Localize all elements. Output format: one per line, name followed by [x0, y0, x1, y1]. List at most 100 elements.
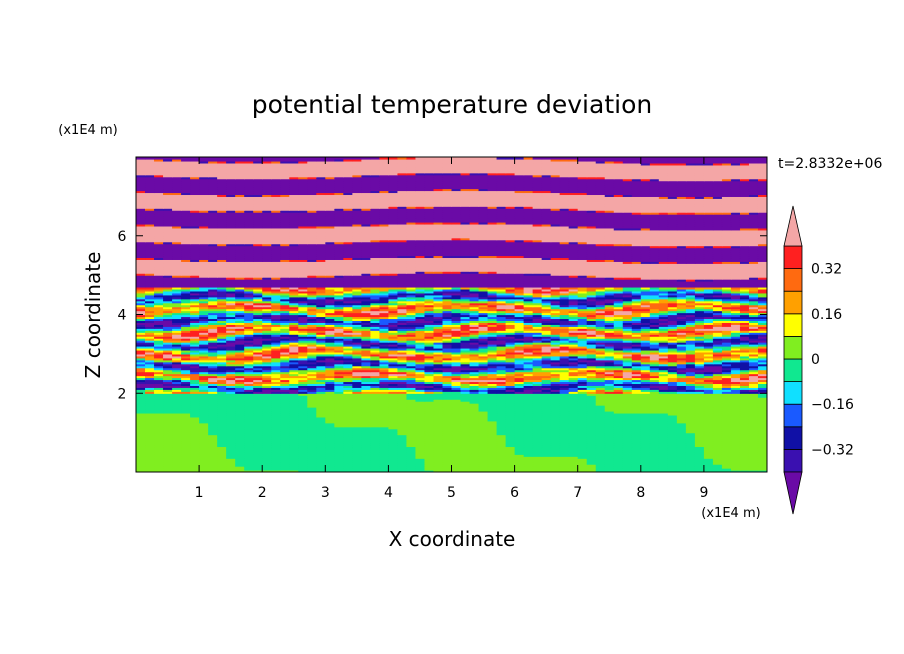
heatmap-cell — [568, 373, 579, 377]
heatmap-cell — [622, 334, 633, 337]
heatmap-cell — [613, 344, 624, 347]
heatmap-cell — [487, 416, 498, 420]
heatmap-cell — [640, 470, 651, 472]
heatmap-cell — [163, 414, 173, 418]
heatmap-cell — [289, 446, 299, 449]
heatmap-cell — [712, 448, 723, 451]
heatmap-cell — [208, 375, 218, 379]
heatmap-cell — [523, 422, 534, 426]
heatmap-cell — [541, 393, 552, 396]
heatmap-cell — [217, 351, 227, 355]
heatmap-cell — [703, 432, 714, 436]
heatmap-cell — [532, 405, 543, 408]
heatmap-cell — [199, 462, 209, 465]
heatmap-cell — [370, 387, 380, 390]
heatmap-cell — [208, 436, 218, 440]
heatmap-cell — [325, 450, 335, 453]
heatmap-cell — [253, 340, 263, 343]
heatmap-cell — [676, 430, 687, 434]
heatmap-cell — [586, 373, 597, 377]
heatmap-cell — [460, 346, 471, 349]
heatmap-cell — [559, 422, 570, 426]
heatmap-cell — [244, 393, 254, 396]
heatmap-cell — [667, 416, 678, 420]
heatmap-cell — [712, 432, 723, 436]
heatmap-cell — [667, 397, 678, 400]
heatmap-cell — [370, 377, 380, 381]
heatmap-cell — [703, 385, 714, 388]
heatmap-cell — [262, 470, 272, 472]
heatmap-cell — [262, 409, 272, 412]
heatmap-cell — [415, 418, 426, 422]
heatmap-cell — [397, 373, 408, 377]
heatmap-cell — [262, 452, 272, 455]
heatmap-cell — [667, 436, 678, 440]
heatmap-cell — [586, 347, 597, 351]
heatmap-cell — [334, 410, 344, 414]
heatmap-cell — [631, 409, 642, 412]
heatmap-cell — [370, 344, 380, 347]
heatmap-cell — [154, 332, 164, 335]
heatmap-cell — [541, 416, 552, 420]
heatmap-cell — [685, 399, 696, 402]
heatmap-cell — [262, 434, 272, 438]
heatmap-cell — [361, 369, 371, 373]
heatmap-cell — [550, 420, 561, 424]
heatmap-cell — [433, 416, 444, 420]
heatmap-cell — [451, 456, 462, 459]
heatmap-cell — [406, 387, 417, 390]
heatmap-cell — [586, 434, 597, 438]
heatmap-cell — [154, 426, 164, 430]
heatmap-cell — [496, 381, 507, 385]
heatmap-cell — [352, 385, 362, 388]
heatmap-cell — [694, 359, 705, 363]
heatmap-cell — [748, 416, 759, 420]
heatmap-cell — [757, 456, 767, 459]
heatmap-cell — [748, 466, 759, 469]
heatmap-cell — [226, 464, 236, 467]
heatmap-cell — [523, 340, 534, 343]
heatmap-cell — [352, 387, 362, 390]
heatmap-cell — [514, 391, 525, 394]
heatmap-cell — [190, 385, 200, 388]
heatmap-cell — [469, 462, 480, 465]
heatmap-cell — [199, 399, 209, 402]
heatmap-cell — [658, 334, 669, 337]
heatmap-cell — [640, 357, 651, 361]
heatmap-cell — [586, 332, 597, 335]
heatmap-cell — [199, 412, 209, 416]
heatmap-cell — [343, 381, 353, 385]
heatmap-cell — [685, 454, 696, 457]
heatmap-cell — [505, 401, 516, 404]
heatmap-cell — [154, 407, 164, 410]
heatmap-cell — [244, 399, 254, 402]
heatmap-cell — [145, 347, 155, 351]
heatmap-cell — [667, 450, 678, 453]
heatmap-cell — [604, 405, 615, 408]
heatmap-cell — [748, 336, 759, 339]
heatmap-cell — [352, 468, 362, 471]
heatmap-cell — [388, 395, 399, 398]
heatmap-cell — [334, 440, 344, 444]
heatmap-cell — [199, 416, 209, 420]
heatmap-cell — [613, 409, 624, 412]
heatmap-cell — [136, 407, 146, 410]
heatmap-cell — [595, 371, 606, 375]
heatmap-cell — [217, 349, 227, 353]
heatmap-cell — [406, 397, 417, 400]
heatmap-cell — [136, 403, 146, 406]
heatmap-cell — [181, 347, 191, 351]
heatmap-cell — [631, 418, 642, 422]
heatmap-cell — [226, 444, 236, 448]
heatmap-cell — [505, 446, 516, 449]
heatmap-cell — [748, 428, 759, 432]
heatmap-cell — [208, 401, 218, 404]
heatmap-cell — [181, 458, 191, 461]
heatmap-cell — [424, 436, 435, 440]
heatmap-cell — [631, 355, 642, 359]
heatmap-cell — [550, 342, 561, 345]
heatmap-cell — [253, 438, 263, 442]
heatmap-cell — [190, 357, 200, 361]
heatmap-cell — [208, 361, 218, 365]
heatmap-cell — [613, 340, 624, 343]
